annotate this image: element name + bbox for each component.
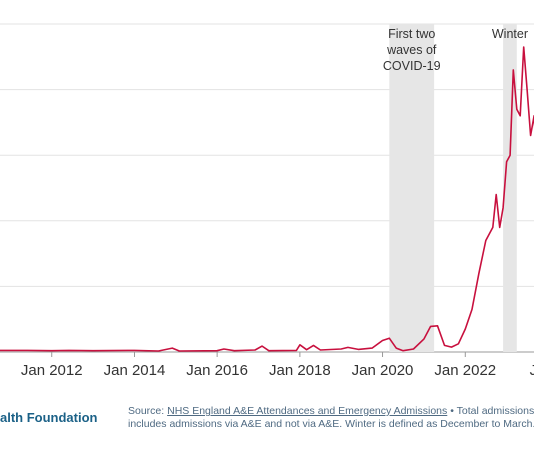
organisation-name: alth Foundation	[0, 410, 98, 425]
x-axis: Jan 2012 Jan 2014 Jan 2016 Jan 2018 Jan 2020…	[21, 352, 534, 379]
x-tick-label-1: Jan 2014	[104, 362, 166, 379]
x-tick-label-5: Jan 2022	[434, 362, 496, 379]
series-lines	[0, 46, 534, 352]
x-tick-label-6: Jan 2	[530, 362, 534, 379]
band-1	[503, 24, 517, 352]
source-prefix: Source:	[128, 405, 168, 417]
source-link[interactable]: NHS England A&E Attendances and Emergenc…	[167, 405, 448, 417]
series-line-0	[0, 46, 534, 352]
source-rest: • Total admissions includes admissions v…	[128, 405, 534, 430]
x-tick-label-0: Jan 2012	[21, 362, 83, 379]
band-label-0-1: waves of	[386, 43, 437, 57]
x-tick-label-4: Jan 2020	[352, 362, 414, 379]
band-0	[389, 24, 435, 352]
band-label-1-0: Winter	[492, 27, 528, 41]
gridlines	[0, 23, 534, 353]
band-label-0-0: First two	[388, 27, 435, 41]
band-label-0-2: COVID-19	[383, 59, 441, 73]
footer: alth Foundation Source: NHS England A&E …	[0, 400, 534, 452]
x-tick-label-3: Jan 2018	[269, 362, 331, 379]
x-tick-label-2: Jan 2016	[186, 362, 248, 379]
source-note: Source: NHS England A&E Attendances and …	[128, 405, 534, 430]
